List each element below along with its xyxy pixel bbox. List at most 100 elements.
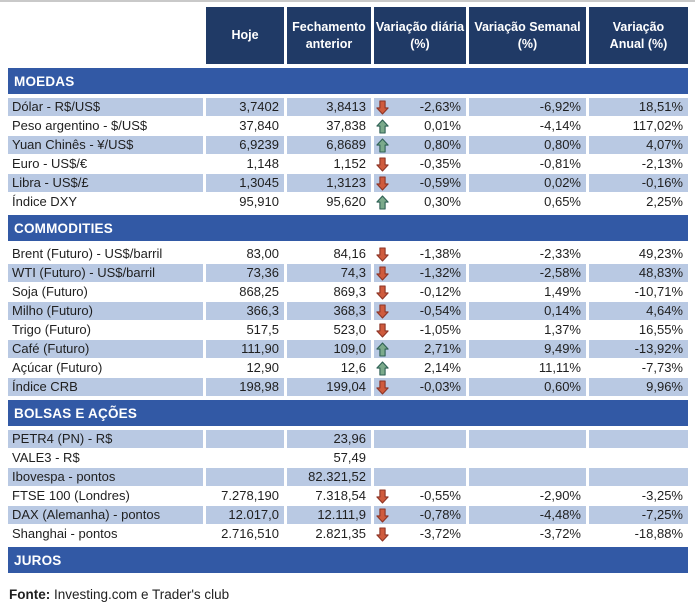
row-label: DAX (Alemanha) - pontos bbox=[8, 506, 203, 524]
cell-var-anual: 4,64% bbox=[589, 302, 688, 320]
var-diaria-value: 2,14% bbox=[424, 360, 461, 375]
up-arrow-icon bbox=[376, 341, 390, 357]
down-arrow-icon bbox=[376, 507, 390, 523]
section-header-moedas: MOEDAS bbox=[8, 68, 688, 94]
cell-hoje: 1,148 bbox=[206, 155, 284, 173]
up-arrow-icon bbox=[376, 360, 390, 376]
var-diaria-value: -2,63% bbox=[419, 99, 461, 114]
table-row: Libra - US$/£ 1,3045 1,3123 -0,59% 0,02% -0,1… bbox=[8, 174, 688, 192]
cell-var-diaria bbox=[374, 449, 466, 467]
table-row: VALE3 - R$ 57,49 bbox=[8, 449, 688, 467]
cell-hoje bbox=[206, 468, 284, 486]
cell-hoje: 95,910 bbox=[206, 193, 284, 211]
table-row: Shanghai - pontos 2.716,510 2.821,35 -3,72%… bbox=[8, 525, 688, 543]
cell-var-anual bbox=[589, 430, 688, 448]
cell-var-anual: -7,73% bbox=[589, 359, 688, 377]
cell-var-semanal bbox=[469, 449, 586, 467]
var-diaria-value: -0,12% bbox=[419, 284, 461, 299]
cell-var-semanal: 9,49% bbox=[469, 340, 586, 358]
row-label: Yuan Chinês - ¥/US$ bbox=[8, 136, 203, 154]
row-label: Trigo (Futuro) bbox=[8, 321, 203, 339]
down-arrow-icon bbox=[376, 526, 390, 542]
cell-hoje: 366,3 bbox=[206, 302, 284, 320]
var-diaria-value: 0,80% bbox=[424, 137, 461, 152]
cell-var-diaria: -0,12% bbox=[374, 283, 466, 301]
cell-var-anual: -0,16% bbox=[589, 174, 688, 192]
cell-fechamento-anterior: 7.318,54 bbox=[287, 487, 371, 505]
var-diaria-value: -1,38% bbox=[419, 246, 461, 261]
table-row: FTSE 100 (Londres) 7.278,190 7.318,54 -0,55… bbox=[8, 487, 688, 505]
table-row: Soja (Futuro) 868,25 869,3 -0,12% 1,49% -10,7… bbox=[8, 283, 688, 301]
section-header-bolsas-e-acoes: BOLSAS E AÇÕES bbox=[8, 400, 688, 426]
table-row: Ibovespa - pontos 82.321,52 bbox=[8, 468, 688, 486]
cell-var-diaria: -0,03% bbox=[374, 378, 466, 396]
row-label: Índice DXY bbox=[8, 193, 203, 211]
cell-hoje bbox=[206, 449, 284, 467]
cell-fechamento-anterior: 3,8413 bbox=[287, 98, 371, 116]
col-header-variacao-diaria: Variação diária (%) bbox=[374, 7, 466, 64]
row-label: Shanghai - pontos bbox=[8, 525, 203, 543]
row-label: Libra - US$/£ bbox=[8, 174, 203, 192]
cell-var-anual: 49,23% bbox=[589, 245, 688, 263]
cell-var-semanal: 11,11% bbox=[469, 359, 586, 377]
row-label: Euro - US$/€ bbox=[8, 155, 203, 173]
down-arrow-icon bbox=[376, 175, 390, 191]
cell-var-semanal: -2,58% bbox=[469, 264, 586, 282]
table-row: Café (Futuro) 111,90 109,0 2,71% 9,49% -13,92… bbox=[8, 340, 688, 358]
section-header-juros: JUROS bbox=[8, 547, 688, 573]
cell-var-diaria: -2,63% bbox=[374, 98, 466, 116]
cell-var-anual: -7,25% bbox=[589, 506, 688, 524]
var-diaria-value: -0,54% bbox=[419, 303, 461, 318]
var-diaria-value: 0,30% bbox=[424, 194, 461, 209]
source-label: Fonte: bbox=[9, 587, 51, 602]
down-arrow-icon bbox=[376, 265, 390, 281]
cell-var-diaria: -0,54% bbox=[374, 302, 466, 320]
table-row: PETR4 (PN) - R$ 23,96 bbox=[8, 430, 688, 448]
cell-var-anual bbox=[589, 449, 688, 467]
var-diaria-value: -1,05% bbox=[419, 322, 461, 337]
col-header-variacao-semanal: Variação Semanal (%) bbox=[469, 7, 586, 64]
cell-var-anual: 9,96% bbox=[589, 378, 688, 396]
cell-var-diaria: -0,35% bbox=[374, 155, 466, 173]
corner-cell bbox=[8, 7, 203, 64]
cell-fechamento-anterior: 37,838 bbox=[287, 117, 371, 135]
cell-hoje: 517,5 bbox=[206, 321, 284, 339]
row-label: FTSE 100 (Londres) bbox=[8, 487, 203, 505]
cell-var-anual: 48,83% bbox=[589, 264, 688, 282]
cell-fechamento-anterior: 199,04 bbox=[287, 378, 371, 396]
var-diaria-value: -1,32% bbox=[419, 265, 461, 280]
row-label: Milho (Futuro) bbox=[8, 302, 203, 320]
cell-var-semanal: 0,80% bbox=[469, 136, 586, 154]
cell-var-semanal bbox=[469, 468, 586, 486]
down-arrow-icon bbox=[376, 284, 390, 300]
table-row: Índice CRB 198,98 199,04 -0,03% 0,60% 9,96% bbox=[8, 378, 688, 396]
cell-hoje: 7.278,190 bbox=[206, 487, 284, 505]
cell-fechamento-anterior: 1,152 bbox=[287, 155, 371, 173]
cell-var-anual: -18,88% bbox=[589, 525, 688, 543]
cell-var-diaria: 2,14% bbox=[374, 359, 466, 377]
table-row: Milho (Futuro) 366,3 368,3 -0,54% 0,14% 4,64% bbox=[8, 302, 688, 320]
table-row: DAX (Alemanha) - pontos 12.017,0 12.111,9 -… bbox=[8, 506, 688, 524]
cell-var-semanal: 0,02% bbox=[469, 174, 586, 192]
cell-hoje: 83,00 bbox=[206, 245, 284, 263]
cell-var-anual: 16,55% bbox=[589, 321, 688, 339]
up-arrow-icon bbox=[376, 194, 390, 210]
source-note: Fonte: Investing.com e Trader's club bbox=[8, 587, 688, 602]
table-row: Yuan Chinês - ¥/US$ 6,9239 6,8689 0,80% 0,80… bbox=[8, 136, 688, 154]
table-header: Hoje Fechamento anterior Variação diária… bbox=[8, 7, 688, 64]
down-arrow-icon bbox=[376, 379, 390, 395]
cell-var-semanal: -2,90% bbox=[469, 487, 586, 505]
cell-fechamento-anterior: 523,0 bbox=[287, 321, 371, 339]
cell-hoje: 6,9239 bbox=[206, 136, 284, 154]
cell-var-semanal: -2,33% bbox=[469, 245, 586, 263]
cell-var-anual: 117,02% bbox=[589, 117, 688, 135]
cell-fechamento-anterior: 869,3 bbox=[287, 283, 371, 301]
cell-var-semanal: -4,14% bbox=[469, 117, 586, 135]
cell-var-semanal: -6,92% bbox=[469, 98, 586, 116]
down-arrow-icon bbox=[376, 303, 390, 319]
cell-fechamento-anterior: 6,8689 bbox=[287, 136, 371, 154]
cell-var-diaria: -0,78% bbox=[374, 506, 466, 524]
table-row: Euro - US$/€ 1,148 1,152 -0,35% -0,81% -2,13% bbox=[8, 155, 688, 173]
cell-var-semanal: -3,72% bbox=[469, 525, 586, 543]
cell-var-semanal: -4,48% bbox=[469, 506, 586, 524]
